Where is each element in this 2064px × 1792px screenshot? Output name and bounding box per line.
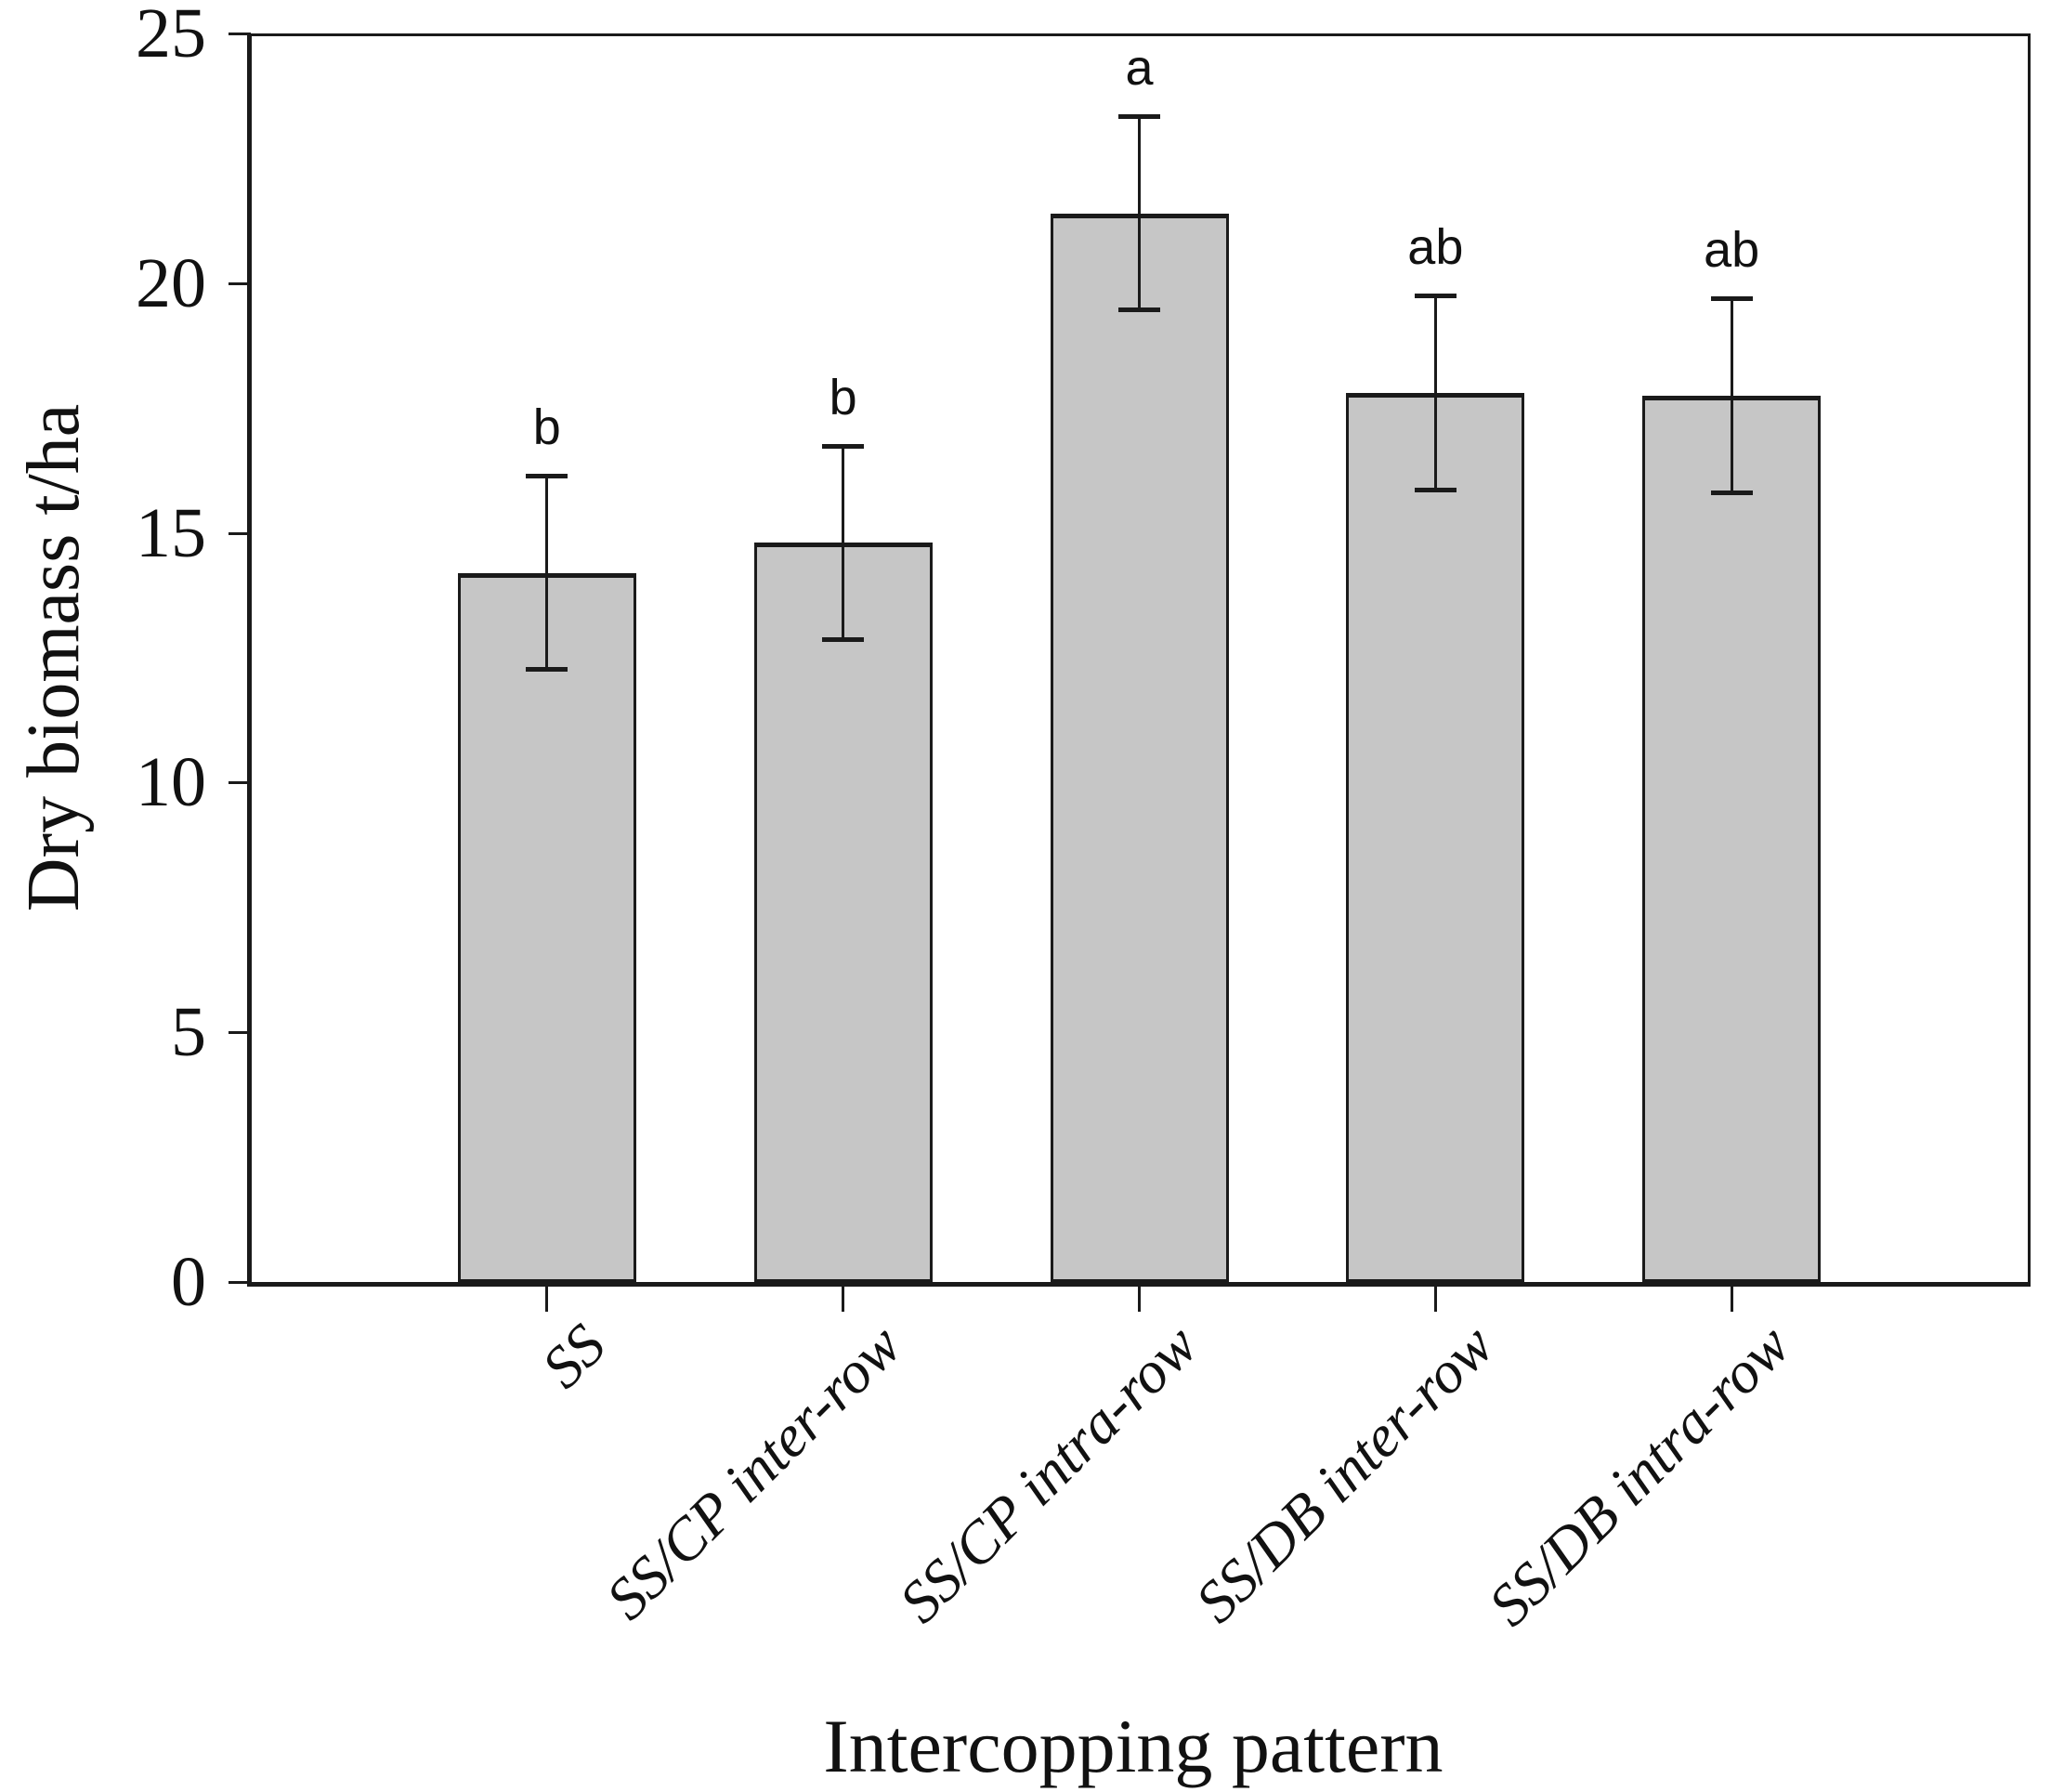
x-tick-label: SS	[529, 1311, 618, 1401]
x-tick	[842, 1284, 845, 1312]
y-tick-label: 20	[136, 243, 206, 322]
significance-letter: b	[829, 369, 857, 425]
y-tick-label: 15	[136, 493, 206, 572]
error-bar-bottom-cap	[1710, 490, 1753, 495]
y-tick-label: 25	[136, 0, 206, 72]
x-tick	[1730, 1284, 1733, 1312]
x-tick-label: SS/DB intra-row	[1475, 1311, 1803, 1639]
x-axis-title: Intercopping pattern	[823, 1704, 1443, 1788]
error-bar-line	[1433, 295, 1437, 491]
bar	[1346, 393, 1525, 1282]
significance-letter: ab	[1704, 221, 1760, 278]
bar	[1642, 395, 1822, 1282]
error-bar-line	[545, 475, 549, 671]
error-bar-bottom-cap	[822, 637, 865, 643]
y-tick	[229, 781, 251, 785]
y-axis-title: Dry biomass t/ha	[13, 403, 95, 912]
y-tick-label: 10	[136, 743, 206, 822]
y-tick	[229, 531, 251, 535]
x-tick	[1138, 1284, 1141, 1312]
significance-letter: ab	[1407, 219, 1464, 276]
bar	[1050, 213, 1229, 1282]
error-bar-bottom-cap	[1118, 307, 1160, 313]
x-tick	[545, 1284, 549, 1312]
y-tick	[229, 281, 251, 285]
error-bar-bottom-cap	[1414, 487, 1457, 492]
error-bar-line	[842, 445, 845, 641]
plot-area: b b a ab ab	[251, 33, 2028, 1282]
bar	[457, 572, 636, 1282]
y-tick	[229, 1031, 251, 1035]
significance-letter: b	[532, 399, 561, 455]
plot-right-border	[2028, 33, 2031, 1287]
y-tick	[229, 1281, 251, 1284]
x-tick-label: SS/CP inter-row	[594, 1311, 914, 1632]
error-bar-top-cap	[1118, 113, 1160, 119]
error-bar-top-cap	[1710, 295, 1753, 301]
significance-letter: a	[1125, 39, 1154, 96]
y-tick-label: 5	[171, 993, 206, 1072]
bar	[753, 543, 933, 1282]
error-bar-bottom-cap	[526, 667, 568, 673]
x-tick-label: SS/CP intra-row	[886, 1311, 1210, 1636]
y-tick-label: 0	[171, 1243, 206, 1321]
y-tick	[229, 33, 251, 35]
x-tick	[1433, 1284, 1437, 1312]
plot-top-border	[248, 33, 2031, 36]
error-bar-line	[1730, 297, 1733, 493]
error-bar-top-cap	[1414, 294, 1457, 299]
x-tick-label: SS/DB inter-row	[1182, 1311, 1507, 1635]
error-bar-line	[1138, 115, 1141, 311]
y-axis-line	[247, 33, 252, 1287]
error-bar-top-cap	[526, 473, 568, 478]
error-bar-top-cap	[822, 443, 865, 449]
